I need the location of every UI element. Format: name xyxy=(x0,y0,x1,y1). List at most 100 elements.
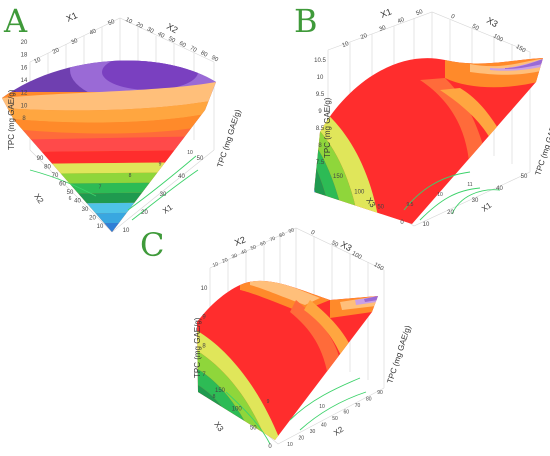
tick-c-x-bottom-2: 30 xyxy=(310,429,316,435)
tick-b-x-top-4: 50 xyxy=(415,9,424,17)
tick-a-y-top-7: 80 xyxy=(199,50,208,59)
tick-a-z-6: 8 xyxy=(22,116,26,122)
tick-c-y-bottom-1: 100 xyxy=(232,407,243,413)
tick-c-x-bottom-5: 60 xyxy=(344,410,350,416)
axis-title-a-z-right: TPC (mg GAE/g) xyxy=(215,108,242,169)
tick-c-y-top-3: 150 xyxy=(373,262,385,273)
tick-c-z-2: 8 xyxy=(202,343,206,349)
tick-a-x-bottom-0: 10 xyxy=(123,228,130,234)
tick-a-contour-1: 7 xyxy=(99,185,102,191)
panel-label-a: A xyxy=(3,2,28,40)
tick-a-y-top-4: 50 xyxy=(167,36,176,45)
tick-c-x-bottom-4: 50 xyxy=(332,416,338,422)
axis-title-c-x2-bottom: X2 xyxy=(332,424,346,437)
tick-c-x-top-6: 70 xyxy=(269,236,277,244)
axis-title-b-x1-bottom: X1 xyxy=(480,200,494,213)
tick-b-z-3: 9 xyxy=(318,109,322,115)
tick-c-x-top-2: 30 xyxy=(231,253,239,261)
surface-plot-a: A xyxy=(2,2,243,233)
tick-a-y-bottom-7: 20 xyxy=(89,216,96,222)
tick-a-x-top-1: 20 xyxy=(52,47,61,56)
tick-b-y-top-3: 150 xyxy=(515,44,527,55)
panel-label-c: C xyxy=(140,226,164,264)
tick-c-x-top-3: 40 xyxy=(240,248,248,256)
tick-b-y-top-1: 50 xyxy=(471,24,480,33)
tick-b-x-bottom-3: 40 xyxy=(496,186,503,192)
tick-a-x-bottom-3: 40 xyxy=(178,174,185,180)
tick-c-x-bottom-3: 40 xyxy=(321,423,327,429)
tick-c-y-bottom-2: 50 xyxy=(250,425,257,431)
tick-a-y-bottom-1: 80 xyxy=(44,165,51,171)
tick-a-z-4: 12 xyxy=(21,91,28,97)
tick-b-x-bottom-2: 30 xyxy=(472,198,479,204)
tick-c-y-bottom-3: 0 xyxy=(268,444,272,450)
floor-contours-b xyxy=(403,171,501,221)
tick-c-z-3: 7 xyxy=(202,372,206,378)
axis-title-c-x3-top: X3 xyxy=(339,239,354,253)
tick-a-contour-0: 6 xyxy=(69,196,72,202)
tick-a-y-top-1: 20 xyxy=(135,22,144,31)
axis-title-a-x1-bottom: X1 xyxy=(161,202,175,215)
tick-a-y-top-5: 60 xyxy=(178,41,187,50)
surface-plot-b: B X1 xyxy=(294,2,550,227)
tick-c-z-1: 9 xyxy=(202,315,206,321)
tick-b-y-bottom-3: 0 xyxy=(400,220,404,226)
tick-c-y-top-0: 0 xyxy=(310,230,316,237)
tick-b-x-top-2: 30 xyxy=(378,25,387,33)
tick-b-contour-2: 11 xyxy=(467,182,472,188)
tick-c-contour-2: 10 xyxy=(319,404,325,410)
axis-title-c-x3-bottom: X3 xyxy=(212,420,225,434)
tick-b-z-1: 10 xyxy=(317,75,324,81)
axis-title-a-x1-top: X1 xyxy=(65,10,79,24)
axis-title-b-z-right: TPC (mg GAE/g) xyxy=(533,116,550,177)
axis-title-a-x2-bottom: X2 xyxy=(32,192,45,206)
surface-bands-b xyxy=(314,58,543,224)
axis-title-c-z-left: TPC (mg GAE/g) xyxy=(193,317,202,378)
tick-a-contour-3: 9 xyxy=(159,162,162,168)
axis-title-a-z-left: TPC (mg GAE/g) xyxy=(7,89,16,150)
panel-label-b: B xyxy=(294,2,318,40)
tick-a-y-bottom-0: 90 xyxy=(37,156,44,162)
tick-a-x-bottom-2: 30 xyxy=(160,192,167,198)
tick-c-x-bottom-8: 90 xyxy=(377,390,383,396)
tick-c-x-top-8: 90 xyxy=(288,227,296,235)
tick-c-x-bottom-6: 70 xyxy=(355,403,361,409)
tick-c-x-bottom-7: 80 xyxy=(366,397,372,403)
tick-a-contour-4: 10 xyxy=(187,150,193,156)
tick-c-x-top-0: 10 xyxy=(212,261,220,269)
tick-a-y-bottom-8: 10 xyxy=(97,224,104,230)
tick-c-x-bottom-0: 10 xyxy=(287,442,293,448)
tick-b-y-top-2: 100 xyxy=(492,33,504,44)
tick-b-z-6: 7.5 xyxy=(316,160,325,166)
axis-title-a-x2-top: X2 xyxy=(165,21,180,35)
tick-c-y-top-1: 50 xyxy=(330,240,339,249)
tick-b-y-bottom-0: 150 xyxy=(333,174,344,180)
tick-a-y-top-6: 70 xyxy=(189,45,198,54)
tick-a-x-top-0: 10 xyxy=(33,57,42,66)
tick-b-x-top-3: 40 xyxy=(397,17,406,25)
tick-b-x-bottom-0: 10 xyxy=(423,222,430,228)
tick-b-z-2: 9.5 xyxy=(316,92,325,98)
tick-c-x-top-7: 80 xyxy=(278,231,286,239)
tick-a-y-top-2: 30 xyxy=(146,26,155,35)
tick-c-contour-1: 9 xyxy=(267,399,270,405)
tick-c-x-top-4: 50 xyxy=(250,244,258,252)
tick-a-y-bottom-6: 30 xyxy=(82,207,89,213)
tick-b-x-bottom-1: 20 xyxy=(447,210,454,216)
tick-a-y-top-0: 10 xyxy=(124,17,133,26)
tick-a-contour-2: 8 xyxy=(129,173,132,179)
tick-b-contour-1: 10 xyxy=(437,192,443,198)
tick-a-x-top-4: 50 xyxy=(107,19,116,28)
axis-title-b-z-left: TPC (mg GAE/g) xyxy=(323,97,332,158)
tick-a-y-bottom-4: 50 xyxy=(67,190,74,196)
tick-c-x-bottom-1: 20 xyxy=(299,436,305,442)
tick-a-z-0: 20 xyxy=(21,40,28,46)
tick-b-z-0: 10.5 xyxy=(314,58,326,64)
tick-a-z-1: 18 xyxy=(21,53,28,59)
axis-title-b-x1-top: X1 xyxy=(379,6,393,19)
surface-bands-a xyxy=(2,60,216,232)
tick-a-y-bottom-3: 60 xyxy=(59,182,66,188)
tick-b-z-5: 8 xyxy=(318,143,322,149)
